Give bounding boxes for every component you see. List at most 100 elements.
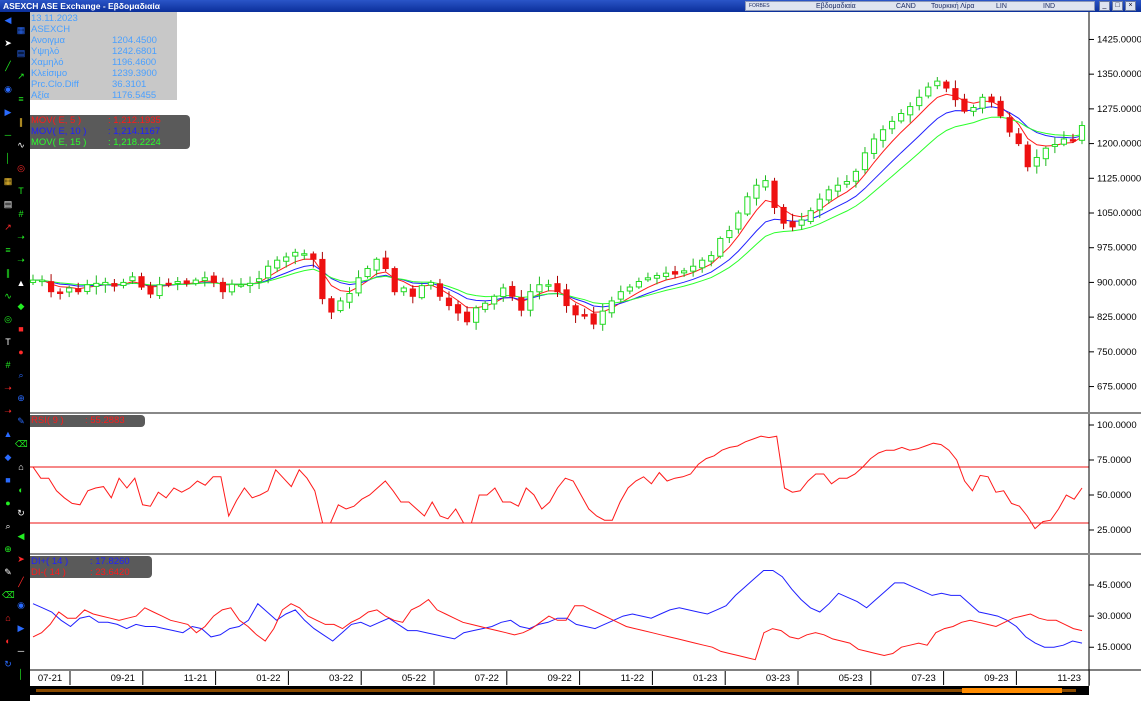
square-icon[interactable]: ■ <box>5 475 11 485</box>
trend-line-icon[interactable]: ╱ <box>5 61 11 71</box>
diamond-icon[interactable]: ⌂ <box>18 462 24 472</box>
candle-down <box>509 285 516 297</box>
color-icon[interactable]: ─ <box>17 646 25 656</box>
minimize-button[interactable]: _ <box>1099 1 1110 11</box>
refresh-icon[interactable]: │ <box>18 669 24 679</box>
channel-icon[interactable]: ∥ <box>5 268 11 278</box>
mode-label[interactable]: IND <box>1043 3 1056 10</box>
trend-line-icon[interactable]: ↗ <box>17 71 25 81</box>
circle-icon[interactable]: ↻ <box>17 508 25 518</box>
vline-icon[interactable]: │ <box>5 153 11 163</box>
square-icon[interactable]: ◐ <box>18 485 24 495</box>
arrow-icon[interactable]: ➝ <box>4 406 12 416</box>
pointer-icon[interactable]: ▤ <box>16 48 26 58</box>
globe-icon[interactable]: ◉ <box>4 84 12 94</box>
maximize-button[interactable]: □ <box>1112 1 1123 11</box>
grid-icon[interactable]: ⌕ <box>18 370 24 380</box>
doc-icon[interactable]: ▤ <box>3 199 13 209</box>
candle-up <box>418 285 425 299</box>
wave-icon[interactable]: ∿ <box>4 291 12 301</box>
candle-up <box>102 281 109 286</box>
globe-icon[interactable]: ≡ <box>18 94 24 104</box>
hline-icon[interactable]: ∿ <box>17 140 25 150</box>
grid-icon[interactable]: # <box>5 360 11 370</box>
wave-icon[interactable]: ◆ <box>17 301 25 311</box>
calendar-icon[interactable]: T <box>18 186 24 196</box>
arrow-left-icon[interactable]: ◀ <box>4 15 12 25</box>
eraser-icon[interactable]: ◉ <box>17 600 25 610</box>
currency-label[interactable]: Τουρκική Λίρα <box>931 3 975 10</box>
candle-up <box>644 277 652 281</box>
cycle-icon[interactable]: ◎ <box>4 314 12 324</box>
cycle-icon[interactable]: ■ <box>18 324 24 334</box>
price-pane[interactable]: 675.0000 750.0000 825.0000 900.0000 975.0000… <box>29 34 1141 393</box>
candle-up <box>491 295 498 305</box>
scale-label[interactable]: LIN <box>996 3 1007 10</box>
arrow-right-icon[interactable]: ∥ <box>18 117 24 127</box>
lock-icon[interactable]: ▶ <box>17 623 25 633</box>
price-tick-label: 1425.0000 <box>1097 34 1141 45</box>
scroll-track[interactable] <box>36 689 1076 692</box>
candle-up <box>38 279 46 283</box>
dmi-tick-label: 15.0000 <box>1097 642 1131 653</box>
magnify-icon[interactable]: ⌕ <box>5 521 11 531</box>
ohlc-value-value: 1176.5455 <box>112 90 157 101</box>
date-tick-label: 07-23 <box>911 673 935 684</box>
eraser-icon[interactable]: ⌫ <box>2 590 15 600</box>
magnify-icon[interactable]: ◀ <box>17 531 25 541</box>
title-bar: ASEXCH ASE Exchange - Εβδομαδιαία FORBES… <box>0 0 1141 12</box>
candle-down <box>445 297 453 307</box>
candle-down <box>581 314 588 317</box>
rsi-pane[interactable]: 25.0000 50.0000 75.0000 100.0000 <box>30 420 1137 536</box>
pencil-icon[interactable]: ╱ <box>18 577 24 587</box>
ray-icon[interactable]: ➝ <box>17 232 25 242</box>
rsi-line <box>32 435 1083 530</box>
lock-icon[interactable]: ⌂ <box>5 613 11 623</box>
candle-up <box>717 237 724 257</box>
doc-icon[interactable]: # <box>18 209 24 219</box>
dmi-legend-box: DI+( 14 ) : 17.8260 DI-( 14 ) : 23.6420 <box>30 556 152 578</box>
arrow-icon[interactable]: ⊕ <box>17 393 25 403</box>
chart-style-label[interactable]: CAND <box>896 3 916 10</box>
arrow-right-icon[interactable]: ▶ <box>4 107 12 117</box>
close-button[interactable]: × <box>1125 1 1136 11</box>
pointer-icon[interactable]: ➤ <box>4 38 12 48</box>
calendar-icon[interactable]: ▦ <box>3 176 13 186</box>
arrow-icon[interactable]: ➝ <box>4 383 12 393</box>
date-tick-label: 03-23 <box>766 673 790 684</box>
di-plus-label: DI+( 14 ) <box>31 556 69 567</box>
text-icon[interactable]: ● <box>18 347 24 357</box>
refresh-icon[interactable]: ↻ <box>4 659 12 669</box>
zoom-icon[interactable]: ⊕ <box>4 544 12 554</box>
ma10-label: MOV( E, 10 ) <box>31 126 87 137</box>
ray-icon[interactable]: ↗ <box>4 222 12 232</box>
date-tick-label: 03-22 <box>329 673 353 684</box>
hline-icon[interactable]: ─ <box>4 130 12 140</box>
arrow-left-icon[interactable]: ▦ <box>16 25 26 35</box>
candle-up <box>825 189 832 201</box>
triangle-icon[interactable]: ▲ <box>3 429 13 439</box>
time-scrollbar[interactable] <box>30 686 1089 695</box>
dmi-pane[interactable]: 15.0000 30.0000 45.0000 <box>32 570 1131 661</box>
candle-down <box>771 180 778 208</box>
fib-icon[interactable]: ➝ <box>17 255 25 265</box>
text-icon[interactable]: T <box>5 337 11 347</box>
candle-down <box>671 271 679 275</box>
color-icon[interactable]: ◐ <box>5 636 11 646</box>
fib-icon[interactable]: ≡ <box>5 245 11 255</box>
arrow-icon[interactable]: ✎ <box>17 416 25 426</box>
period-label[interactable]: Εβδομαδιαία <box>816 3 856 10</box>
vline-icon[interactable]: ◎ <box>17 163 25 173</box>
date-axis: 07-21 09-21 11-21 01-22 03-22 05-22 07-22 09-22… <box>38 671 1090 685</box>
candle-down <box>138 276 145 288</box>
circle-icon[interactable]: ● <box>5 498 11 508</box>
triangle-icon[interactable]: ⌫ <box>15 439 28 449</box>
pencil-icon[interactable]: ✎ <box>4 567 12 577</box>
candle-down <box>997 100 1004 117</box>
ohlc-label-high: Υψηλό <box>31 46 60 57</box>
scroll-thumb[interactable] <box>962 688 1062 693</box>
zoom-icon[interactable]: ➤ <box>17 554 25 564</box>
channel-icon[interactable]: ▲ <box>16 278 26 288</box>
diamond-icon[interactable]: ◆ <box>4 452 12 462</box>
